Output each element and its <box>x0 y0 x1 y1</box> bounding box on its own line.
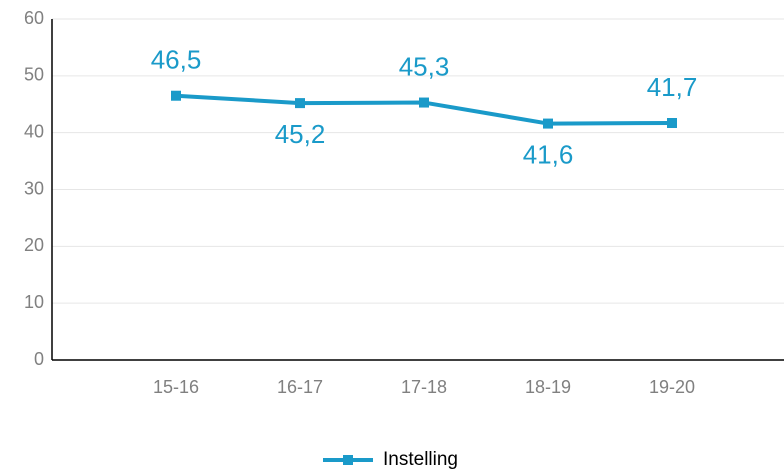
data-label: 46,5 <box>151 45 202 75</box>
point <box>667 118 677 129</box>
y-tick-label: 50 <box>24 65 44 85</box>
x-tick-label: 19-20 <box>649 377 695 397</box>
y-tick-label: 10 <box>24 292 44 312</box>
data-label: 41,6 <box>523 139 574 169</box>
point <box>419 97 429 108</box>
point <box>543 118 553 129</box>
point <box>295 98 305 109</box>
y-tick-label: 0 <box>34 349 44 369</box>
data-label: 41,7 <box>647 72 698 102</box>
y-tick-label: 30 <box>24 178 44 198</box>
point <box>171 90 181 101</box>
x-tick-label: 17-18 <box>401 377 447 397</box>
legend-label: Instelling <box>383 449 458 470</box>
data-label: 45,3 <box>399 51 450 81</box>
data-label: 45,2 <box>275 119 326 149</box>
x-tick-label: 18-19 <box>525 377 571 397</box>
legend-marker <box>343 455 353 465</box>
y-tick-label: 60 <box>24 8 44 28</box>
y-tick-label: 20 <box>24 235 44 255</box>
x-tick-label: 16-17 <box>277 377 323 397</box>
x-tick-label: 15-16 <box>153 377 199 397</box>
y-tick-label: 40 <box>24 121 44 141</box>
